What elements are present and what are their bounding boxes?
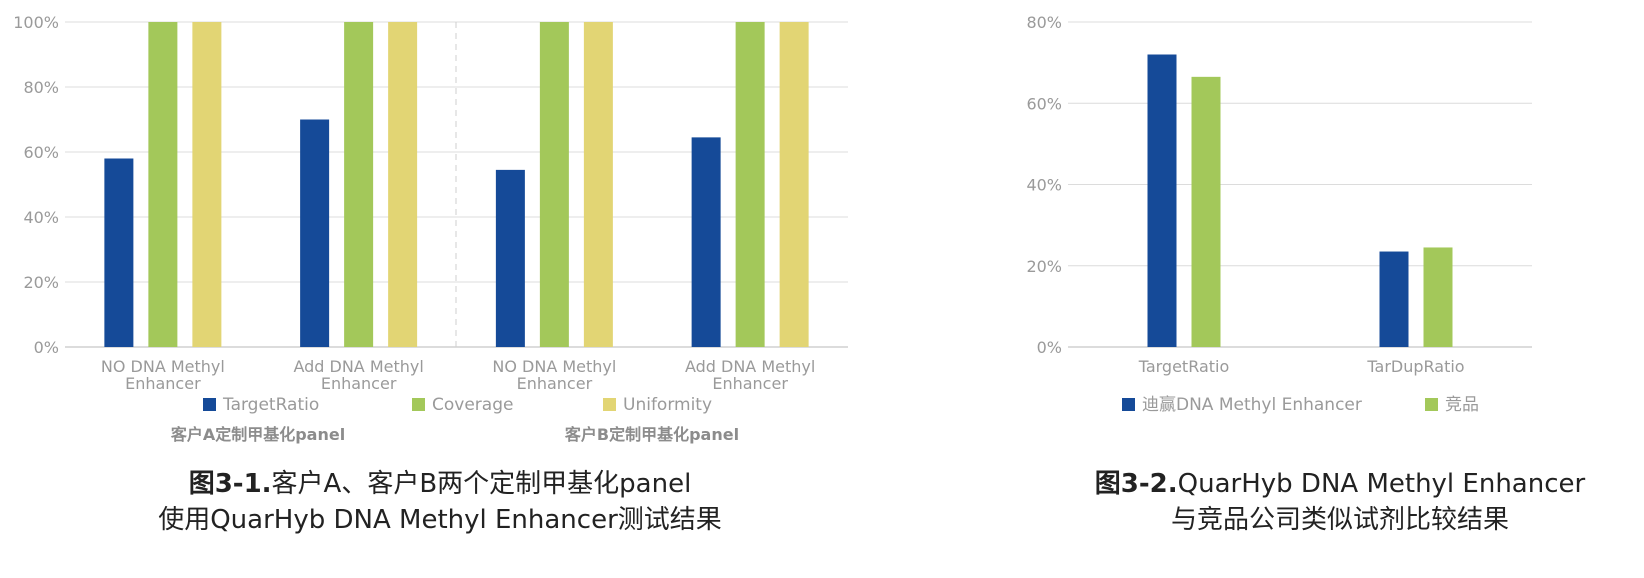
chart1-bar-targetratio-2 — [495, 169, 525, 347]
chart1-legend-swatch-2 — [603, 398, 616, 411]
chart2-bar-迪赢dna-methyl-enhancer-1 — [1379, 251, 1409, 347]
chart1-bar-uniformity-0 — [192, 22, 222, 347]
chart1-y-tick-label: 40% — [23, 208, 59, 227]
chart2-legend-swatch-0 — [1122, 398, 1135, 411]
chart1-legend-swatch-1 — [412, 398, 425, 411]
chart2-legend-swatch-1 — [1425, 398, 1438, 411]
chart1-group-label-0: 客户A定制甲基化panel — [171, 425, 345, 444]
chart1-category-label: Enhancer — [712, 374, 788, 393]
chart1-bar-targetratio-1 — [300, 119, 330, 347]
chart2-bar-迪赢dna-methyl-enhancer-0 — [1147, 54, 1177, 347]
chart2-y-tick-label: 60% — [1026, 94, 1062, 113]
chart2-bar-竞品-0 — [1191, 76, 1221, 347]
chart1-category-label: Add DNA Methyl — [685, 357, 815, 376]
chart1-bar-coverage-0 — [148, 22, 178, 347]
chart2-category-label: TarDupRatio — [1366, 357, 1464, 376]
chart1-category-label: Enhancer — [517, 374, 593, 393]
chart1-category-label: NO DNA Methyl — [101, 357, 225, 376]
chart2-y-tick-label: 80% — [1026, 13, 1062, 32]
chart2-y-tick-label: 20% — [1026, 257, 1062, 276]
chart1-bar-uniformity-2 — [583, 22, 613, 347]
chart2-y-tick-label: 40% — [1026, 176, 1062, 195]
caption-left-line1: 客户A、客户B两个定制甲基化panel — [271, 469, 692, 499]
chart2-y-tick-label: 0% — [1037, 338, 1062, 357]
chart1-bar-uniformity-1 — [388, 22, 418, 347]
chart1-bar-targetratio-3 — [691, 137, 721, 347]
chart1-y-tick-label: 100% — [13, 13, 59, 32]
chart1-bar-uniformity-3 — [779, 22, 809, 347]
chart2-bar-竞品-1 — [1423, 247, 1453, 347]
caption-left-line2: 使用QuarHyb DNA Methyl Enhancer测试结果 — [158, 505, 722, 535]
chart1-legend-label-0: TargetRatio — [222, 395, 319, 415]
caption-left: 图3-1.客户A、客户B两个定制甲基化panel 使用QuarHyb DNA M… — [60, 466, 820, 538]
chart2-legend-label-1: 竞品 — [1445, 395, 1479, 415]
caption-left-bold: 图3-1. — [188, 469, 272, 499]
chart1-category-label: Add DNA Methyl — [293, 357, 423, 376]
chart1-legend-swatch-0 — [203, 398, 216, 411]
chart1-y-tick-label: 20% — [23, 273, 59, 292]
chart1-bar-targetratio-0 — [104, 158, 134, 347]
caption-right-bold: 图3-2. — [1094, 469, 1178, 499]
chart1-bar-coverage-1 — [344, 22, 374, 347]
chart1-category-label: Enhancer — [321, 374, 397, 393]
chart1-category-label: NO DNA Methyl — [492, 357, 616, 376]
chart1-category-label: Enhancer — [125, 374, 201, 393]
chart1-y-tick-label: 60% — [23, 143, 59, 162]
chart1-bar-coverage-3 — [735, 22, 765, 347]
chart1-legend-label-2: Uniformity — [623, 395, 712, 415]
chart2-legend-label-0: 迪赢DNA Methyl Enhancer — [1142, 395, 1362, 415]
chart1-legend-label-1: Coverage — [432, 395, 513, 415]
chart1-group-label-1: 客户B定制甲基化panel — [565, 425, 739, 444]
chart1-y-tick-label: 0% — [34, 338, 59, 357]
caption-right-line2: 与竞品公司类似试剂比较结果 — [1170, 505, 1509, 535]
chart1-y-tick-label: 80% — [23, 78, 59, 97]
chart1-bar-coverage-2 — [539, 22, 569, 347]
caption-right: 图3-2.QuarHyb DNA Methyl Enhancer 与竞品公司类似… — [1040, 466, 1640, 538]
caption-right-line1: QuarHyb DNA Methyl Enhancer — [1177, 469, 1586, 499]
chart2-category-label: TargetRatio — [1138, 357, 1230, 376]
